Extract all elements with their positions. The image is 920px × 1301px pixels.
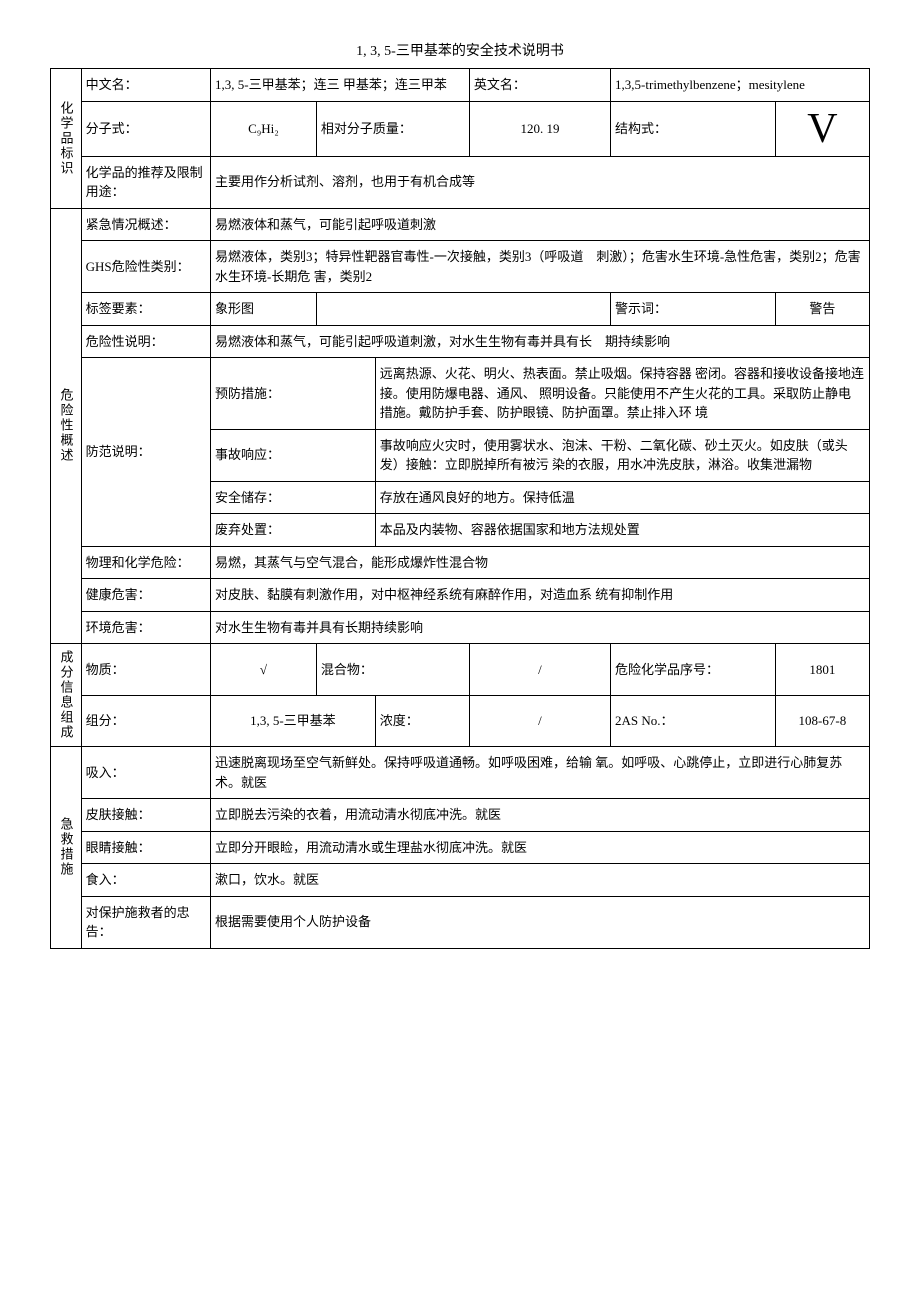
resc-label: 对保护施救者的忠 告： — [81, 896, 210, 948]
section-ident: 化学品标识 — [51, 69, 82, 209]
health-label: 健康危害： — [81, 579, 210, 612]
eye-value: 立即分开眼睑，用流动清水或生理盐水彻底冲洗。就医 — [211, 831, 870, 864]
section-firstaid: 急救措施 — [51, 747, 82, 949]
store-label: 安全储存： — [211, 481, 376, 514]
inhale-label: 吸入： — [81, 747, 210, 799]
section-comp: 成分信息组成 — [51, 644, 82, 747]
resp-label: 事故响应： — [211, 429, 376, 481]
use-label: 化学品的推荐及限制用途： — [81, 156, 210, 208]
cn-label: 中文名： — [81, 69, 210, 102]
disp-label: 废弃处置： — [211, 514, 376, 547]
ingr-label: 组分： — [81, 695, 210, 747]
en-label: 英文名： — [469, 69, 610, 102]
mw-label: 相对分子质量： — [316, 101, 469, 156]
label-elem-label: 标签要素： — [81, 293, 210, 326]
formula-label: 分子式： — [81, 101, 210, 156]
hazno-label: 危险化学品序号： — [611, 644, 776, 696]
skin-value: 立即脱去污染的衣着，用流动清水彻底冲洗。就医 — [211, 799, 870, 832]
conc-value: / — [469, 695, 610, 747]
mw-value: 120. 19 — [469, 101, 610, 156]
ghs-label: GHS危险性类别： — [81, 241, 210, 293]
signal-label: 警示词： — [611, 293, 776, 326]
ingest-label: 食入： — [81, 864, 210, 897]
skin-label: 皮肤接触： — [81, 799, 210, 832]
mix-label: 混合物： — [316, 644, 469, 696]
ghs-value: 易燃液体，类别3；特异性靶器官毒性-一次接触，类别3（呼吸道 刺激）；危害水生环… — [211, 241, 870, 293]
hstmt-label: 危险性说明： — [81, 325, 210, 358]
health-value: 对皮肤、黏膜有刺激作用，对中枢神经系统有麻醉作用，对造血系 统有抑制作用 — [211, 579, 870, 612]
msds-table: 化学品标识 中文名： 1,3, 5-三甲基苯；连三 甲基苯；连三甲苯 英文名： … — [50, 68, 870, 949]
prec-label: 防范说明： — [81, 358, 210, 547]
emerg-value: 易燃液体和蒸气，可能引起呼吸道刺激 — [211, 208, 870, 241]
inhale-value: 迅速脱离现场至空气新鲜处。保持呼吸道通畅。如呼吸困难，给输 氧。如呼吸、心跳停止… — [211, 747, 870, 799]
subst-value: √ — [211, 644, 317, 696]
env-value: 对水生生物有毒并具有长期持续影响 — [211, 611, 870, 644]
picto-value — [316, 293, 610, 326]
picto-label: 象形图 — [211, 293, 317, 326]
env-label: 环境危害： — [81, 611, 210, 644]
subst-label: 物质： — [81, 644, 210, 696]
cas-value: 108-67-8 — [775, 695, 869, 747]
cas-label: 2AS No.： — [611, 695, 776, 747]
phys-value: 易燃，其蒸气与空气混合，能形成爆炸性混合物 — [211, 546, 870, 579]
mix-value: / — [469, 644, 610, 696]
hstmt-value: 易燃液体和蒸气，可能引起呼吸道刺激，对水生生物有毒并具有长 期持续影响 — [211, 325, 870, 358]
en-value: 1,3,5-trimethylbenzene；mesitylene — [611, 69, 870, 102]
ingest-value: 漱口，饮水。就医 — [211, 864, 870, 897]
disp-value: 本品及内装物、容器依据国家和地方法规处置 — [375, 514, 869, 547]
formula-value: C₉Hi₂ — [211, 101, 317, 156]
resp-value: 事故响应火灾时，使用雾状水、泡沫、干粉、二氧化碳、砂土灭火。如皮肤（或头发）接触… — [375, 429, 869, 481]
page-title: 1, 3, 5-三甲基苯的安全技术说明书 — [50, 40, 870, 60]
struct-label: 结构式： — [611, 101, 776, 156]
phys-label: 物理和化学危险： — [81, 546, 210, 579]
use-value: 主要用作分析试剂、溶剂，也用于有机合成等 — [211, 156, 870, 208]
prev-label: 预防措施： — [211, 358, 376, 430]
section-hazard: 危险性概述 — [51, 208, 82, 644]
eye-label: 眼睛接触： — [81, 831, 210, 864]
resc-value: 根据需要使用个人防护设备 — [211, 896, 870, 948]
store-value: 存放在通风良好的地方。保持低温 — [375, 481, 869, 514]
struct-value: V — [775, 101, 869, 156]
hazno-value: 1801 — [775, 644, 869, 696]
cn-value: 1,3, 5-三甲基苯；连三 甲基苯；连三甲苯 — [211, 69, 470, 102]
emerg-label: 紧急情况概述： — [81, 208, 210, 241]
ingr-value: 1,3, 5-三甲基苯 — [211, 695, 376, 747]
signal-value: 警告 — [775, 293, 869, 326]
conc-label: 浓度： — [375, 695, 469, 747]
prev-value: 远离热源、火花、明火、热表面。禁止吸烟。保持容器 密闭。容器和接收设备接地连接。… — [375, 358, 869, 430]
